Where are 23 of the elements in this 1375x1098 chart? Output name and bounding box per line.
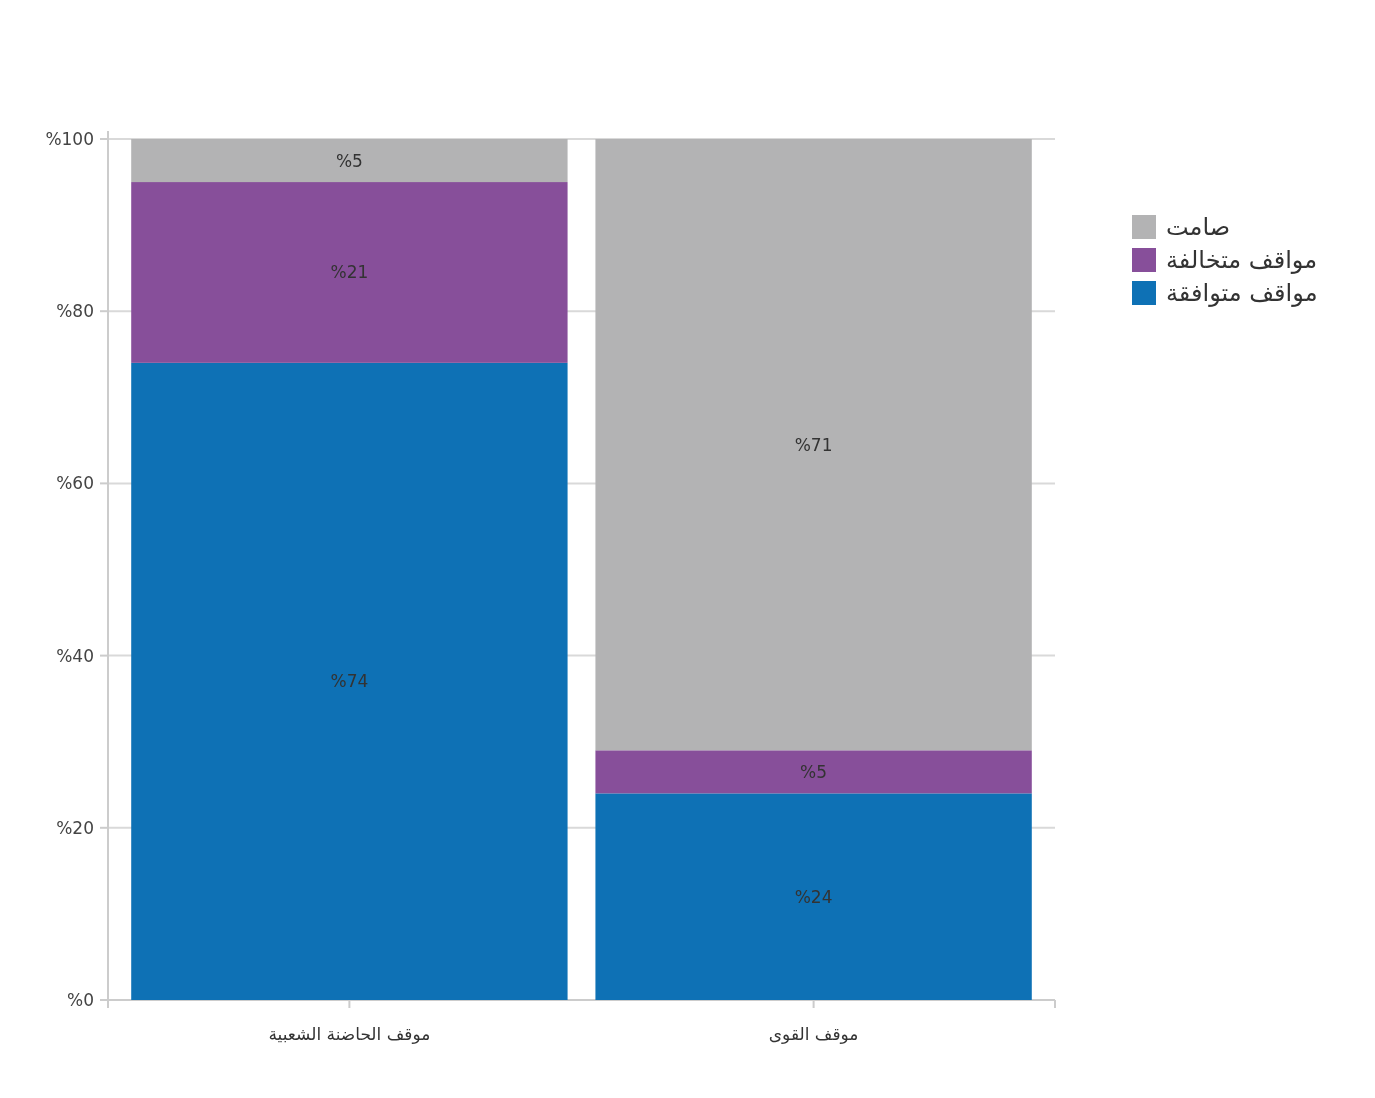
legend-label: مواقف متوافقة xyxy=(1166,279,1318,307)
x-tick-label: موقف القوى xyxy=(768,1024,859,1044)
bar xyxy=(131,139,568,183)
legend-label: مواقف متخالفة xyxy=(1166,246,1318,274)
y-tick-label: %80 xyxy=(56,301,94,322)
bar xyxy=(595,793,1032,1000)
data-label: %71 xyxy=(794,434,833,455)
x-tick-label: موقف الحاضنة الشعبية xyxy=(268,1024,431,1044)
legend-label: صامت xyxy=(1166,213,1231,241)
data-label: %21 xyxy=(330,262,369,283)
data-label: %5 xyxy=(335,150,363,171)
data-label: %24 xyxy=(794,886,833,907)
y-tick-label: %100 xyxy=(45,129,94,149)
bar xyxy=(131,182,568,363)
bar xyxy=(595,139,1032,751)
y-tick-label: %0 xyxy=(67,990,94,1010)
data-label: %5 xyxy=(800,761,828,782)
y-tick-label: %20 xyxy=(56,817,94,838)
data-label: %74 xyxy=(330,671,369,692)
y-tick-label: %40 xyxy=(56,645,94,666)
y-tick-label: %60 xyxy=(56,473,94,494)
bar xyxy=(131,362,568,1000)
bar xyxy=(595,750,1032,794)
